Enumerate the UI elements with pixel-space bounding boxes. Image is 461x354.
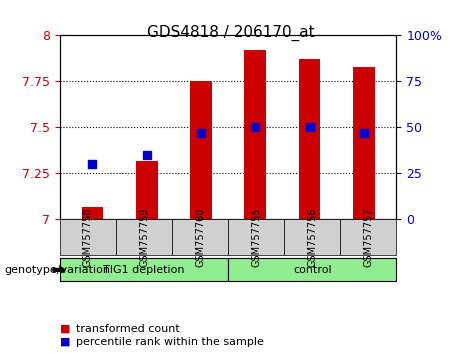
Text: TIG1 depletion: TIG1 depletion bbox=[103, 265, 185, 275]
Text: GSM757755: GSM757755 bbox=[251, 207, 261, 267]
Bar bbox=[299, 59, 320, 219]
Text: GSM757757: GSM757757 bbox=[363, 207, 373, 267]
Text: GSM757758: GSM757758 bbox=[83, 207, 93, 267]
Text: genotype/variation: genotype/variation bbox=[5, 265, 111, 275]
Bar bbox=[190, 81, 212, 219]
Bar bbox=[244, 50, 266, 219]
Bar bbox=[136, 161, 158, 219]
Bar bbox=[82, 207, 103, 219]
Bar bbox=[353, 67, 375, 219]
Text: GDS4818 / 206170_at: GDS4818 / 206170_at bbox=[147, 25, 314, 41]
Text: control: control bbox=[293, 265, 331, 275]
Text: GSM757756: GSM757756 bbox=[307, 207, 317, 267]
Text: percentile rank within the sample: percentile rank within the sample bbox=[76, 337, 264, 347]
Text: ■: ■ bbox=[60, 337, 71, 347]
Text: GSM757759: GSM757759 bbox=[139, 207, 149, 267]
Text: GSM757760: GSM757760 bbox=[195, 207, 205, 267]
Text: transformed count: transformed count bbox=[76, 324, 180, 333]
Text: ■: ■ bbox=[60, 324, 71, 333]
